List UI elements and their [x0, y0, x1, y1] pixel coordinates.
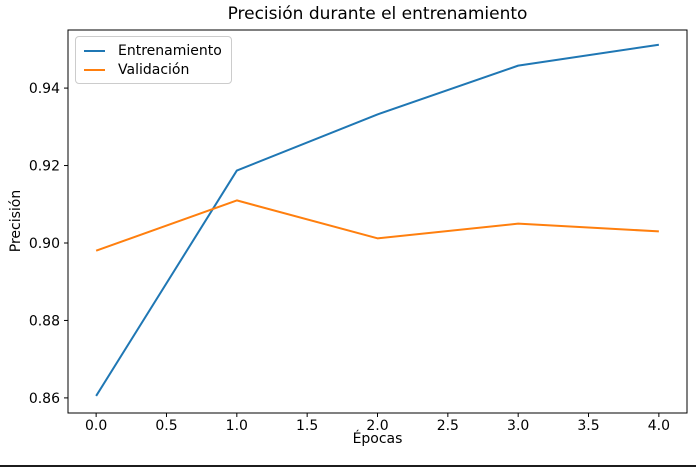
legend-line-swatch — [84, 68, 105, 71]
series-line-1 — [95, 199, 659, 252]
legend-entry: Validación — [84, 60, 222, 79]
axes-spines — [67, 29, 688, 414]
x-tick-label: 1.0 — [226, 418, 248, 434]
legend-label: Entrenamiento — [118, 42, 222, 59]
x-tick-label: 3.5 — [577, 418, 599, 434]
x-tick-label: 1.5 — [296, 418, 318, 434]
y-tick-label: 0.90 — [29, 236, 60, 252]
x-tick-label: 0.0 — [85, 418, 107, 434]
y-tick-label: 0.92 — [29, 159, 60, 175]
y-tick-label: 0.86 — [29, 391, 60, 407]
series-line-0 — [95, 43, 660, 397]
x-axis-label: Épocas — [352, 431, 403, 447]
y-tick-label: 0.88 — [29, 313, 60, 329]
x-tick-label: 0.5 — [155, 418, 177, 434]
window-bottom-border — [0, 465, 696, 467]
legend-line-swatch — [84, 49, 105, 52]
x-tick-label: 2.0 — [366, 418, 388, 434]
x-tick-label: 3.0 — [507, 418, 529, 434]
chart-title: Precisión durante el entrenamiento — [227, 4, 528, 24]
legend: Entrenamiento Validación — [75, 36, 232, 84]
legend-label: Validación — [118, 61, 190, 78]
x-tick-label: 2.5 — [437, 418, 459, 434]
x-tick-label: 4.0 — [648, 418, 670, 434]
y-tick-label: 0.94 — [29, 81, 60, 97]
legend-entry: Entrenamiento — [84, 41, 222, 60]
